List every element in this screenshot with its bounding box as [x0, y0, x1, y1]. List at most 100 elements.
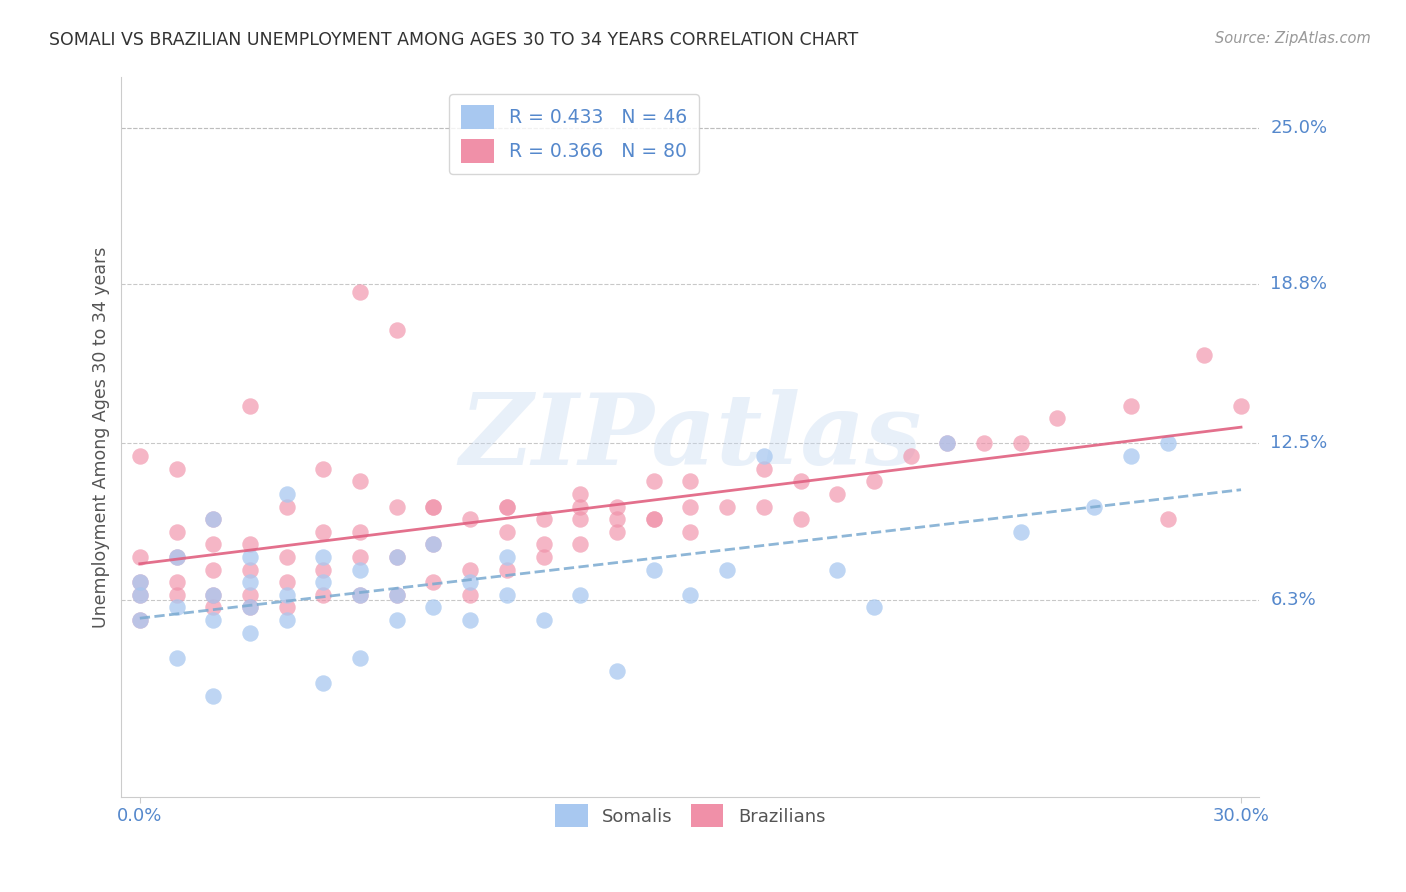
Point — [1010, 524, 1032, 539]
Point — [533, 613, 555, 627]
Point — [202, 600, 225, 615]
Point — [936, 436, 959, 450]
Text: ZIPatlas: ZIPatlas — [460, 389, 921, 485]
Point — [789, 512, 811, 526]
Point — [166, 461, 188, 475]
Point — [606, 500, 628, 514]
Point — [569, 588, 592, 602]
Point — [533, 512, 555, 526]
Point — [679, 524, 702, 539]
Point — [128, 588, 150, 602]
Point — [128, 613, 150, 627]
Point — [1156, 512, 1178, 526]
Point — [458, 613, 481, 627]
Point — [1119, 449, 1142, 463]
Point — [569, 512, 592, 526]
Point — [679, 500, 702, 514]
Point — [166, 600, 188, 615]
Point — [166, 588, 188, 602]
Point — [1046, 411, 1069, 425]
Point — [863, 475, 886, 489]
Point — [385, 500, 408, 514]
Text: Source: ZipAtlas.com: Source: ZipAtlas.com — [1215, 31, 1371, 46]
Point — [643, 475, 665, 489]
Point — [643, 512, 665, 526]
Text: 25.0%: 25.0% — [1271, 119, 1327, 136]
Point — [128, 575, 150, 590]
Point — [202, 588, 225, 602]
Point — [606, 664, 628, 678]
Point — [128, 549, 150, 564]
Point — [312, 588, 335, 602]
Point — [422, 537, 444, 551]
Point — [422, 537, 444, 551]
Point — [825, 487, 848, 501]
Point — [679, 475, 702, 489]
Point — [202, 537, 225, 551]
Point — [496, 524, 519, 539]
Legend: Somalis, Brazilians: Somalis, Brazilians — [548, 797, 832, 835]
Point — [239, 625, 262, 640]
Point — [496, 588, 519, 602]
Point — [569, 500, 592, 514]
Point — [312, 676, 335, 690]
Text: 12.5%: 12.5% — [1271, 434, 1327, 452]
Point — [385, 613, 408, 627]
Point — [385, 588, 408, 602]
Point — [643, 563, 665, 577]
Point — [458, 575, 481, 590]
Point — [1230, 399, 1253, 413]
Point — [276, 487, 298, 501]
Text: 18.8%: 18.8% — [1271, 276, 1327, 293]
Point — [166, 524, 188, 539]
Point — [276, 500, 298, 514]
Point — [349, 524, 371, 539]
Point — [1156, 436, 1178, 450]
Point — [202, 512, 225, 526]
Point — [349, 588, 371, 602]
Point — [128, 588, 150, 602]
Point — [789, 475, 811, 489]
Point — [128, 449, 150, 463]
Point — [276, 588, 298, 602]
Point — [385, 588, 408, 602]
Point — [385, 323, 408, 337]
Point — [276, 549, 298, 564]
Point — [276, 575, 298, 590]
Point — [239, 600, 262, 615]
Point — [349, 549, 371, 564]
Point — [716, 500, 738, 514]
Point — [349, 563, 371, 577]
Point — [496, 563, 519, 577]
Point — [1194, 348, 1216, 362]
Point — [1010, 436, 1032, 450]
Point — [239, 563, 262, 577]
Point — [936, 436, 959, 450]
Point — [239, 600, 262, 615]
Point — [239, 549, 262, 564]
Point — [202, 512, 225, 526]
Point — [202, 588, 225, 602]
Point — [166, 651, 188, 665]
Point — [863, 600, 886, 615]
Point — [422, 500, 444, 514]
Point — [825, 563, 848, 577]
Point — [276, 613, 298, 627]
Point — [458, 588, 481, 602]
Point — [128, 575, 150, 590]
Point — [312, 549, 335, 564]
Point — [752, 449, 775, 463]
Point — [349, 475, 371, 489]
Point — [533, 549, 555, 564]
Point — [716, 563, 738, 577]
Point — [606, 512, 628, 526]
Point — [349, 285, 371, 299]
Point — [202, 563, 225, 577]
Point — [458, 512, 481, 526]
Point — [312, 524, 335, 539]
Y-axis label: Unemployment Among Ages 30 to 34 years: Unemployment Among Ages 30 to 34 years — [93, 246, 110, 628]
Point — [422, 600, 444, 615]
Point — [166, 549, 188, 564]
Point — [166, 549, 188, 564]
Point — [239, 537, 262, 551]
